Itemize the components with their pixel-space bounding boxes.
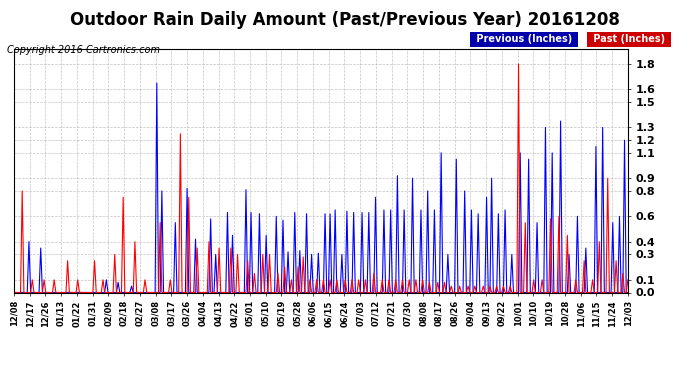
Text: Previous (Inches): Previous (Inches): [473, 34, 575, 44]
Text: Outdoor Rain Daily Amount (Past/Previous Year) 20161208: Outdoor Rain Daily Amount (Past/Previous…: [70, 11, 620, 29]
Text: Past (Inches): Past (Inches): [590, 34, 669, 44]
Text: Copyright 2016 Cartronics.com: Copyright 2016 Cartronics.com: [7, 45, 160, 55]
